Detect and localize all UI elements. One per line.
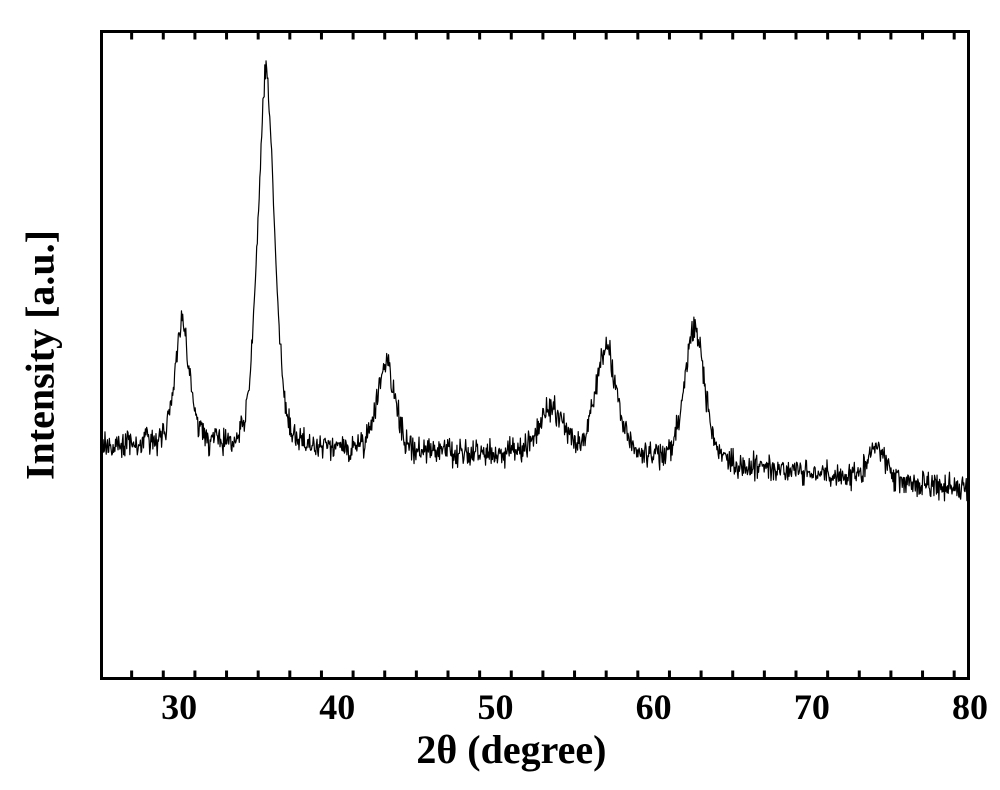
plot-area: [100, 30, 970, 680]
x-tick-label: 80: [952, 686, 988, 728]
x-tick-label: 50: [477, 686, 513, 728]
x-axis-label-open: (: [457, 727, 480, 772]
x-tick-label: 40: [319, 686, 355, 728]
x-tick-label: 70: [794, 686, 830, 728]
x-axis-label-prefix: 2: [416, 727, 436, 772]
xrd-figure: Intensity [a.u.] 30 40 50 60 70 80 2θ (degree…: [0, 0, 1000, 790]
x-tick-label: 60: [636, 686, 672, 728]
x-tick-label: 30: [161, 686, 197, 728]
y-axis-label-text: Intensity [a.u.]: [18, 230, 63, 480]
x-axis-label-theta: θ: [436, 727, 457, 772]
x-axis-label: 2θ (degree): [416, 726, 606, 773]
y-axis-label: Intensity [a.u.]: [17, 230, 64, 480]
x-axis-label-unit: degree: [481, 727, 594, 772]
x-axis-label-close: ): [593, 727, 606, 772]
